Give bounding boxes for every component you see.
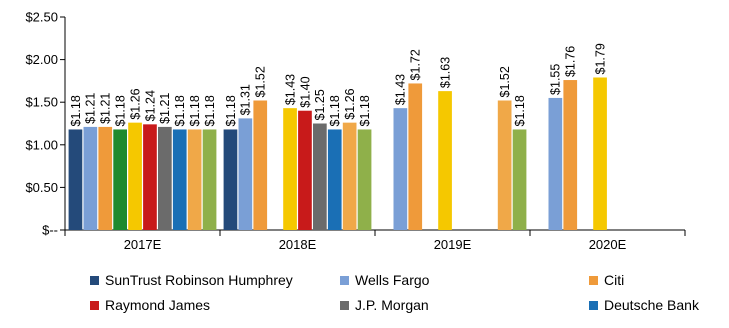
data-label: $1.31: [239, 84, 253, 115]
data-label: $1.18: [69, 95, 83, 126]
legend-item: Deutsche Bank: [589, 294, 699, 316]
y-tick-label: $0.50: [25, 180, 58, 195]
legend-label: Raymond James: [105, 297, 211, 313]
x-category-label: 2020E: [589, 237, 627, 252]
legend-item: Wells Fargo: [340, 269, 429, 291]
bar: [327, 129, 342, 230]
y-tick-label: $1.50: [25, 95, 58, 110]
legend-label: SunTrust Robinson Humphrey: [105, 272, 293, 288]
bar: [68, 129, 83, 230]
y-tick-label: $1.00: [25, 137, 58, 152]
data-label: $1.52: [254, 66, 268, 97]
data-label: $1.72: [409, 49, 423, 80]
bar: [438, 91, 452, 231]
data-label: $1.25: [313, 89, 327, 120]
legend-item: Raymond James: [90, 294, 210, 316]
legend-item: Citi: [589, 269, 624, 291]
bar-chart: $-- $0.50 $1.00 $1.50 $2.00 $2.50 2017E 2018E 20…: [25, 10, 686, 252]
y-tick-label: $--: [42, 223, 58, 238]
x-category-label: 2018E: [279, 237, 317, 252]
legend-label: Wells Fargo: [355, 272, 430, 288]
bar: [98, 126, 113, 230]
data-label: $1.21: [84, 93, 98, 124]
data-label: $1.18: [173, 95, 187, 126]
bar: [563, 80, 578, 230]
legend-swatch: [589, 300, 598, 310]
bar: [512, 129, 527, 230]
data-label: $1.21: [158, 93, 172, 124]
legend-label: Citi: [604, 272, 625, 288]
data-label: $1.43: [283, 74, 297, 105]
data-label: $1.18: [328, 95, 342, 126]
data-label: $1.55: [549, 64, 563, 95]
legend-item: J.P. Morgan: [340, 294, 429, 316]
bar: [593, 77, 607, 230]
legend-swatch: [589, 275, 598, 285]
bar: [113, 129, 127, 230]
legend-swatch: [340, 300, 349, 310]
data-label: $1.18: [224, 95, 238, 126]
bar: [172, 129, 187, 230]
bar: [298, 110, 312, 230]
data-label: $1.79: [593, 43, 607, 74]
data-label: $1.43: [394, 74, 408, 105]
data-label: $1.18: [513, 95, 527, 126]
bar: [83, 126, 98, 230]
data-label: $1.18: [203, 95, 217, 126]
x-category-label: 2017E: [124, 237, 162, 252]
bar: [283, 108, 297, 230]
data-label: $1.63: [438, 57, 452, 88]
bar: [497, 100, 512, 230]
legend-swatch: [90, 275, 99, 285]
data-label: $1.18: [114, 95, 128, 126]
legend-label: J.P. Morgan: [355, 297, 429, 313]
y-tick-label: $2.00: [25, 52, 58, 67]
bar: [408, 83, 423, 231]
data-label: $1.52: [498, 66, 512, 97]
bar: [128, 122, 142, 230]
bar: [357, 129, 372, 230]
bar: [548, 97, 563, 230]
data-label: $1.24: [143, 90, 157, 121]
data-label: $1.18: [188, 95, 202, 126]
bar: [187, 129, 202, 230]
bar: [202, 129, 217, 230]
bar: [393, 108, 408, 230]
bar: [253, 100, 268, 230]
legend-swatch: [90, 300, 99, 310]
data-label: $1.21: [99, 93, 113, 124]
chart-legend: SunTrust Robinson Humphrey Wells Fargo Cit…: [90, 266, 729, 326]
legend-label: Deutsche Bank: [604, 297, 699, 313]
bar: [342, 122, 357, 230]
data-label: $1.26: [128, 88, 142, 119]
data-label: $1.26: [343, 88, 357, 119]
x-category-label: 2019E: [434, 237, 472, 252]
legend-swatch: [340, 275, 349, 285]
data-label: $1.40: [298, 76, 312, 107]
bar: [238, 118, 253, 230]
data-label: $1.76: [564, 46, 578, 77]
bar: [158, 126, 172, 230]
bar: [313, 123, 327, 230]
bar: [223, 129, 238, 230]
data-label: $1.18: [358, 95, 372, 126]
bar: [143, 124, 157, 230]
legend-item: SunTrust Robinson Humphrey: [90, 269, 293, 291]
y-tick-label: $2.50: [25, 10, 58, 25]
